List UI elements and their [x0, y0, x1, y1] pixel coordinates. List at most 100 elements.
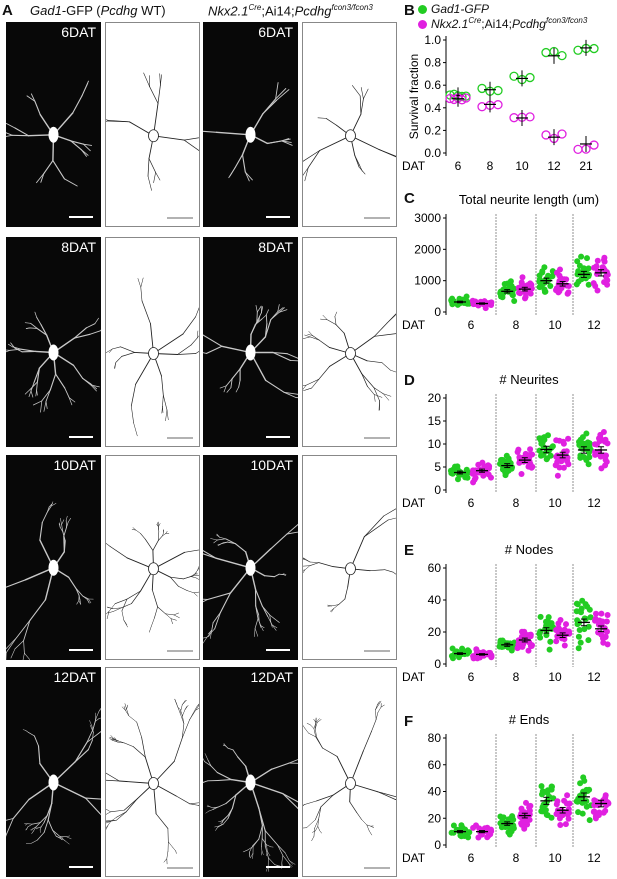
chart-c-point	[604, 277, 611, 284]
time-label: 6DAT	[61, 24, 96, 40]
chart-e-point	[578, 609, 584, 616]
tracing-6dat-mutant	[302, 22, 397, 227]
chart-f-point	[522, 818, 528, 825]
chart-d-ytick-label: 0	[434, 483, 441, 497]
chart-d-point	[544, 455, 551, 462]
chart-c-point	[511, 285, 518, 292]
chart-e-point	[557, 617, 564, 623]
chart-e-point	[555, 625, 562, 631]
chart-c-point	[584, 255, 590, 262]
chart-d-xlabel: DAT	[402, 496, 426, 510]
time-label: 8DAT	[61, 239, 96, 255]
chart-b-point	[525, 112, 535, 122]
chart-f-point	[544, 787, 551, 794]
chart-e-point	[561, 642, 568, 649]
chart-d-point	[560, 440, 567, 447]
chart-b-point	[493, 85, 503, 96]
chart-c-point	[482, 305, 489, 312]
chart-e-point	[459, 646, 466, 653]
chart-e-point	[450, 655, 456, 662]
chart-d-point	[470, 479, 477, 486]
chart-e-point	[527, 631, 534, 638]
chart-c-point	[536, 284, 543, 291]
chart-f-xtick-label: 10	[548, 851, 562, 865]
chart-b-xtick-label: 6	[455, 159, 462, 173]
chart-f-point	[458, 833, 465, 840]
chart-c-point	[557, 266, 563, 273]
chart-c-point	[536, 272, 543, 279]
chart-d-ytick-label: 5	[434, 460, 441, 474]
chart-e-point	[563, 621, 569, 628]
chart-b-ytick-label: 1.0	[424, 33, 441, 47]
chart-d-point	[603, 458, 610, 465]
chart-d-point	[593, 451, 600, 457]
chart-e-point	[546, 646, 553, 653]
panel-letter-b: B	[404, 2, 415, 19]
chart-c-point	[536, 278, 543, 285]
chart-c-point	[594, 257, 601, 264]
chart-c-point	[449, 301, 456, 308]
chart-d-point	[576, 438, 582, 445]
chart-d-point	[514, 449, 521, 455]
chart-f-point	[539, 788, 546, 795]
tracing-10dat-mutant	[302, 455, 397, 660]
chart-d-xtick-label: 12	[587, 496, 601, 510]
chart-b-point	[541, 130, 551, 140]
chart-b-point	[525, 72, 535, 83]
chart-c-xtick-label: 8	[513, 318, 520, 332]
chart-b-ytick-label: 0.0	[424, 146, 441, 160]
chart-b-xtick-label: 8	[487, 159, 494, 173]
chart-b-ytick-label: 0.4	[424, 101, 441, 115]
chart-c-point	[547, 283, 554, 289]
chart-e-point	[587, 614, 594, 621]
chart-f-xtick-label: 8	[513, 851, 520, 865]
chart-d-point	[469, 470, 476, 477]
chart-f-point	[501, 823, 508, 830]
chart-e-point	[466, 648, 472, 655]
chart-d-point	[479, 459, 486, 466]
chart-c-point	[519, 281, 526, 288]
chart-c-point	[565, 283, 572, 289]
chart-c-point	[511, 298, 518, 304]
chart-d-point	[538, 440, 545, 447]
chart-e-point	[586, 606, 593, 613]
chart-e-point	[537, 613, 544, 620]
chart-b-point	[589, 43, 599, 54]
time-label: 6DAT	[258, 24, 293, 40]
micrograph-6dat-mutant: 6DAT	[203, 22, 298, 227]
chart-d-point	[586, 454, 593, 461]
chart-c-point	[585, 281, 592, 288]
chart-b-ytick-label: 0.6	[424, 78, 441, 92]
chart-f-point	[565, 815, 572, 822]
chart-f-point	[466, 829, 473, 836]
chart-b-point	[557, 129, 567, 139]
chart-d-title: # Neurites	[499, 372, 559, 387]
chart-c-point	[553, 285, 560, 292]
chart-d-point	[486, 463, 493, 470]
legend-gad1: Gad1-GFP	[418, 2, 489, 16]
chart-d-point	[597, 431, 604, 438]
chart-c-point	[517, 290, 524, 297]
chart-f-xlabel: DAT	[402, 851, 426, 865]
chart-e-ytick-label: 20	[428, 625, 442, 639]
time-label: 10DAT	[53, 457, 96, 473]
chart-f-point	[575, 809, 582, 816]
chart-c-xtick-label: 12	[587, 318, 601, 332]
chart-c-point	[488, 302, 495, 308]
chart-f-ytick-label: 60	[428, 758, 442, 772]
chart-f-ytick-label: 40	[428, 785, 442, 799]
chart-c-point	[463, 293, 470, 300]
chart-e-point	[525, 647, 532, 654]
chart-e-title: # Nodes	[505, 542, 554, 557]
chart-d-ytick-label: 15	[428, 414, 442, 428]
chart-e-point	[575, 645, 582, 652]
chart-d-point	[565, 435, 572, 442]
chart-d-point	[577, 452, 584, 459]
chart-f-point	[543, 811, 550, 818]
time-label: 12DAT	[250, 669, 293, 685]
chart-c-point	[574, 258, 581, 265]
chart-b-point	[509, 71, 519, 81]
chart-f-point	[508, 828, 515, 835]
chart-b-point	[477, 83, 487, 94]
